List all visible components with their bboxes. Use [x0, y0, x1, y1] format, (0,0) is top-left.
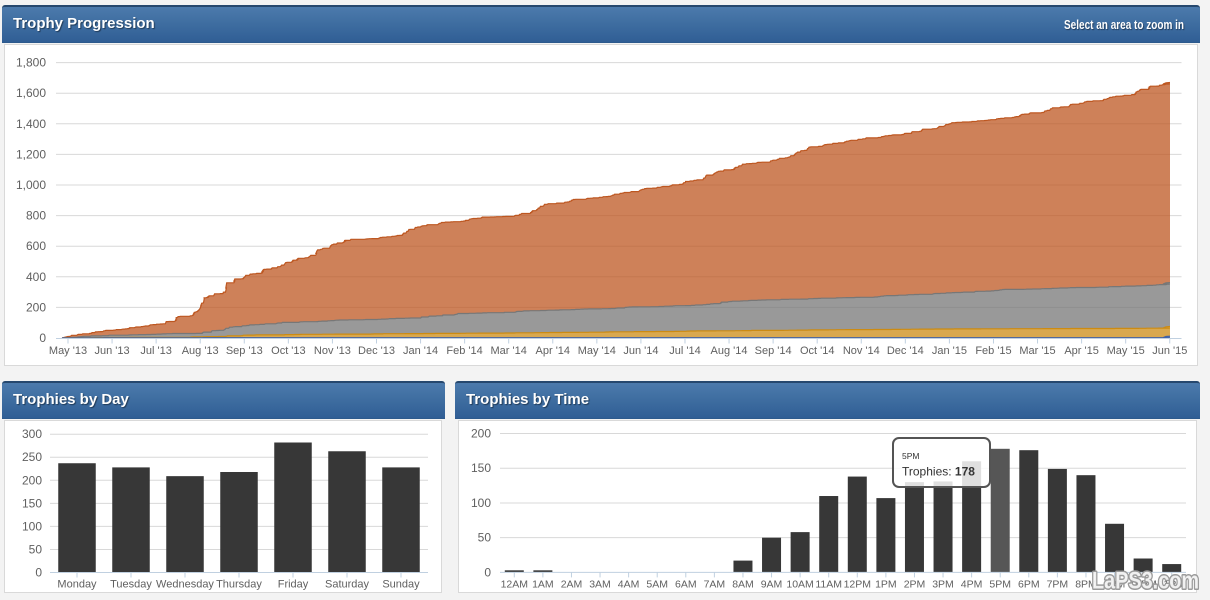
- svg-text:1,000: 1,000: [16, 178, 46, 192]
- svg-text:1,800: 1,800: [16, 56, 46, 70]
- svg-text:100: 100: [22, 519, 42, 533]
- svg-text:200: 200: [471, 427, 491, 441]
- svg-text:Sunday: Sunday: [382, 579, 420, 591]
- svg-text:11PM: 11PM: [1158, 579, 1185, 591]
- svg-text:10AM: 10AM: [786, 579, 813, 591]
- svg-text:800: 800: [26, 209, 46, 223]
- svg-text:Jan '14: Jan '14: [403, 345, 438, 357]
- svg-text:Aug '14: Aug '14: [711, 345, 748, 357]
- svg-text:12PM: 12PM: [844, 579, 871, 591]
- svg-text:Thursday: Thursday: [216, 579, 262, 591]
- svg-text:May '13: May '13: [49, 345, 87, 357]
- svg-text:0: 0: [39, 331, 46, 345]
- svg-text:Aug '13: Aug '13: [182, 345, 219, 357]
- svg-text:Jul '14: Jul '14: [669, 345, 700, 357]
- svg-text:3PM: 3PM: [932, 579, 954, 591]
- svg-text:Mar '15: Mar '15: [1019, 345, 1055, 357]
- svg-text:Jun '13: Jun '13: [95, 345, 130, 357]
- svg-text:1,600: 1,600: [16, 86, 46, 100]
- svg-text:Saturday: Saturday: [325, 579, 370, 591]
- svg-text:1,200: 1,200: [16, 147, 46, 161]
- svg-text:4PM: 4PM: [961, 579, 983, 591]
- svg-text:Mar '14: Mar '14: [491, 345, 527, 357]
- svg-text:0: 0: [35, 566, 42, 580]
- svg-text:150: 150: [471, 461, 491, 475]
- svg-text:0: 0: [484, 565, 491, 579]
- svg-text:600: 600: [26, 239, 46, 253]
- svg-text:Dec '13: Dec '13: [358, 345, 395, 357]
- svg-text:200: 200: [26, 300, 46, 314]
- svg-text:9AM: 9AM: [761, 579, 783, 591]
- svg-text:7PM: 7PM: [1047, 579, 1069, 591]
- svg-text:4AM: 4AM: [618, 579, 640, 591]
- svg-text:Nov '13: Nov '13: [314, 345, 351, 357]
- svg-text:8PM: 8PM: [1075, 579, 1097, 591]
- svg-text:250: 250: [22, 450, 42, 464]
- svg-text:2AM: 2AM: [561, 579, 583, 591]
- svg-text:Jan '15: Jan '15: [932, 345, 967, 357]
- svg-text:Trophies: 178: Trophies: 178: [902, 465, 975, 479]
- svg-text:Feb '14: Feb '14: [446, 345, 482, 357]
- svg-text:LaPS3.com: LaPS3.com: [1092, 568, 1199, 595]
- svg-text:Jun '15: Jun '15: [1152, 345, 1187, 357]
- svg-text:Tuesday: Tuesday: [110, 579, 152, 591]
- svg-text:100: 100: [471, 496, 491, 510]
- svg-text:Nov '14: Nov '14: [843, 345, 880, 357]
- svg-text:Wednesday: Wednesday: [156, 579, 214, 591]
- svg-text:Sep '13: Sep '13: [226, 345, 263, 357]
- svg-text:1,400: 1,400: [16, 117, 46, 131]
- svg-text:5AM: 5AM: [646, 579, 668, 591]
- svg-text:Apr '15: Apr '15: [1064, 345, 1099, 357]
- svg-text:200: 200: [22, 473, 42, 487]
- svg-text:1AM: 1AM: [532, 579, 554, 591]
- svg-text:6AM: 6AM: [675, 579, 697, 591]
- svg-text:2PM: 2PM: [904, 579, 926, 591]
- svg-text:Oct '14: Oct '14: [800, 345, 835, 357]
- svg-text:12AM: 12AM: [501, 579, 528, 591]
- svg-text:50: 50: [29, 543, 43, 557]
- svg-text:3AM: 3AM: [589, 579, 611, 591]
- svg-text:Jul '13: Jul '13: [140, 345, 171, 357]
- svg-text:150: 150: [22, 496, 42, 510]
- svg-text:Jun '14: Jun '14: [623, 345, 658, 357]
- svg-text:9PM: 9PM: [1104, 579, 1126, 591]
- svg-text:1PM: 1PM: [875, 579, 897, 591]
- svg-text:300: 300: [22, 427, 42, 441]
- svg-text:Apr '14: Apr '14: [536, 345, 571, 357]
- svg-text:8AM: 8AM: [732, 579, 754, 591]
- svg-text:6PM: 6PM: [1018, 579, 1040, 591]
- svg-text:5PM: 5PM: [989, 579, 1011, 591]
- svg-text:7AM: 7AM: [704, 579, 726, 591]
- svg-text:5PM: 5PM: [902, 451, 919, 461]
- svg-text:Monday: Monday: [57, 579, 97, 591]
- svg-text:Dec '14: Dec '14: [887, 345, 924, 357]
- svg-text:400: 400: [26, 270, 46, 284]
- svg-text:Feb '15: Feb '15: [975, 345, 1011, 357]
- svg-text:11AM: 11AM: [815, 579, 842, 591]
- svg-text:May '15: May '15: [1107, 345, 1145, 357]
- svg-text:Sep '14: Sep '14: [755, 345, 792, 357]
- svg-text:Friday: Friday: [278, 579, 309, 591]
- svg-text:50: 50: [478, 531, 492, 545]
- svg-text:Oct '13: Oct '13: [271, 345, 306, 357]
- svg-text:10PM: 10PM: [1129, 579, 1156, 591]
- svg-text:May '14: May '14: [578, 345, 616, 357]
